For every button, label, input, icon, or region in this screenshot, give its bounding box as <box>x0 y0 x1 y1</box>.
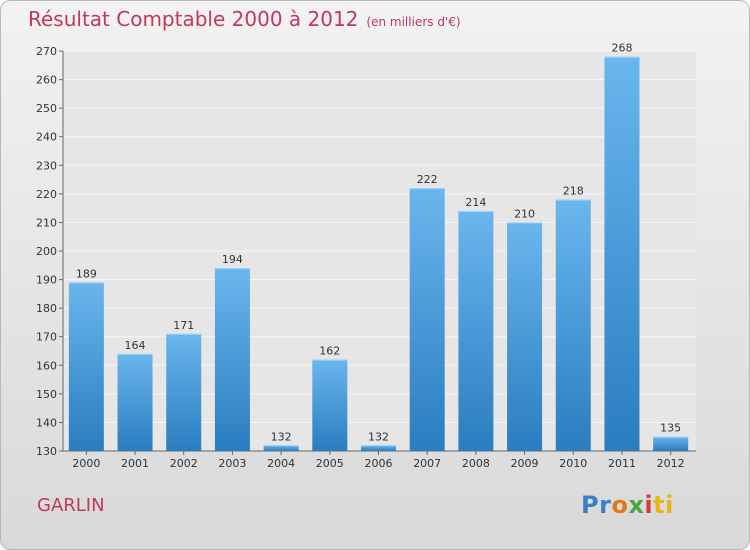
bar <box>507 222 543 451</box>
x-tick-label: 2000 <box>72 457 100 470</box>
data-label: 210 <box>514 207 535 220</box>
x-tick-label: 2003 <box>218 457 246 470</box>
data-label: 164 <box>125 339 146 352</box>
chart-title-text: Résultat Comptable 2000 à 2012 <box>28 7 359 31</box>
data-label: 222 <box>417 173 438 186</box>
bar <box>68 282 104 451</box>
data-label: 194 <box>222 253 243 266</box>
x-tick-label: 2009 <box>511 457 539 470</box>
bar <box>458 211 494 451</box>
x-tick-label: 2010 <box>559 457 587 470</box>
bar <box>312 359 348 451</box>
data-label: 132 <box>271 430 292 443</box>
y-tick-label: 210 <box>36 216 57 229</box>
y-tick-label: 230 <box>36 159 57 172</box>
data-label: 218 <box>563 185 584 198</box>
data-label: 171 <box>173 319 194 332</box>
x-tick-label: 2006 <box>365 457 393 470</box>
bar <box>604 56 640 451</box>
y-tick-label: 260 <box>36 74 57 87</box>
y-tick-label: 240 <box>36 131 57 144</box>
x-tick-label: 2012 <box>657 457 685 470</box>
data-label: 135 <box>660 422 681 435</box>
x-tick-label: 2001 <box>121 457 149 470</box>
y-tick-label: 140 <box>36 416 57 429</box>
x-tick-label: 2011 <box>608 457 636 470</box>
y-tick-label: 250 <box>36 102 57 115</box>
bar <box>653 436 689 451</box>
bar <box>409 188 445 451</box>
y-tick-label: 180 <box>36 302 57 315</box>
x-tick-label: 2004 <box>267 457 295 470</box>
y-tick-label: 160 <box>36 359 57 372</box>
x-tick-label: 2002 <box>170 457 198 470</box>
data-label: 189 <box>76 267 97 280</box>
chart-title: Résultat Comptable 2000 à 2012 (en millie… <box>28 7 461 31</box>
bar <box>117 353 153 451</box>
y-tick-label: 150 <box>36 388 57 401</box>
data-label: 132 <box>368 430 389 443</box>
x-tick-label: 2008 <box>462 457 490 470</box>
data-label: 162 <box>319 345 340 358</box>
y-tick-label: 200 <box>36 245 57 258</box>
y-tick-label: 170 <box>36 331 57 344</box>
x-tick-label: 2007 <box>413 457 441 470</box>
bar <box>214 268 250 451</box>
bar <box>263 445 299 451</box>
y-tick-label: 190 <box>36 274 57 287</box>
y-tick-label: 220 <box>36 188 57 201</box>
data-label: 214 <box>465 196 486 209</box>
y-tick-label: 130 <box>36 445 57 458</box>
data-label: 268 <box>611 42 632 55</box>
bar <box>166 333 202 451</box>
y-tick-label: 270 <box>36 45 57 58</box>
chart-unit: (en milliers d'€) <box>366 15 461 29</box>
commune-name: GARLIN <box>37 495 105 516</box>
x-tick-label: 2005 <box>316 457 344 470</box>
proxiti-logo: Proxiti <box>581 491 674 519</box>
bar <box>361 445 396 451</box>
bar <box>555 199 591 451</box>
